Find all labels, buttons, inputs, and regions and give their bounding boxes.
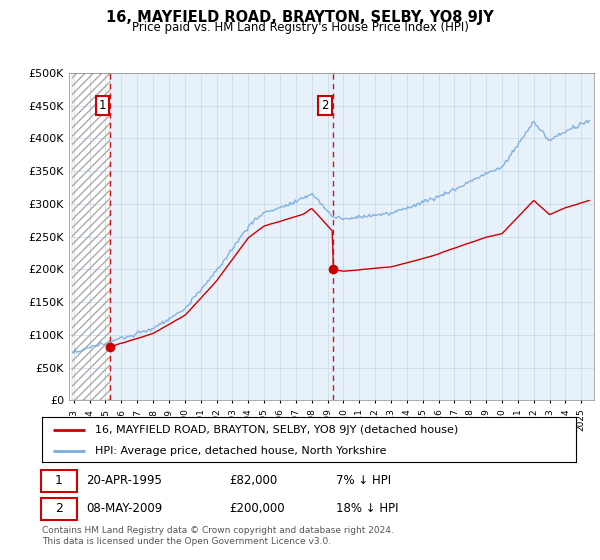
Bar — [72, 73, 110, 400]
Bar — [110, 73, 597, 400]
Text: 20-APR-1995: 20-APR-1995 — [86, 474, 161, 487]
Text: 2: 2 — [322, 99, 329, 112]
Text: 1: 1 — [98, 99, 106, 112]
Text: 16, MAYFIELD ROAD, BRAYTON, SELBY, YO8 9JY (detached house): 16, MAYFIELD ROAD, BRAYTON, SELBY, YO8 9… — [95, 424, 458, 435]
Text: £82,000: £82,000 — [229, 474, 277, 487]
Text: 2: 2 — [55, 502, 63, 515]
Text: 7% ↓ HPI: 7% ↓ HPI — [336, 474, 391, 487]
Text: 08-MAY-2009: 08-MAY-2009 — [86, 502, 162, 515]
Bar — [72, 73, 110, 400]
Text: Contains HM Land Registry data © Crown copyright and database right 2024.
This d: Contains HM Land Registry data © Crown c… — [42, 526, 394, 546]
Text: HPI: Average price, detached house, North Yorkshire: HPI: Average price, detached house, Nort… — [95, 446, 387, 456]
Text: 18% ↓ HPI: 18% ↓ HPI — [336, 502, 398, 515]
FancyBboxPatch shape — [41, 498, 77, 520]
Text: 16, MAYFIELD ROAD, BRAYTON, SELBY, YO8 9JY: 16, MAYFIELD ROAD, BRAYTON, SELBY, YO8 9… — [106, 10, 494, 25]
Text: 1: 1 — [55, 474, 63, 487]
FancyBboxPatch shape — [41, 470, 77, 492]
Text: £200,000: £200,000 — [229, 502, 284, 515]
Text: Price paid vs. HM Land Registry's House Price Index (HPI): Price paid vs. HM Land Registry's House … — [131, 21, 469, 34]
